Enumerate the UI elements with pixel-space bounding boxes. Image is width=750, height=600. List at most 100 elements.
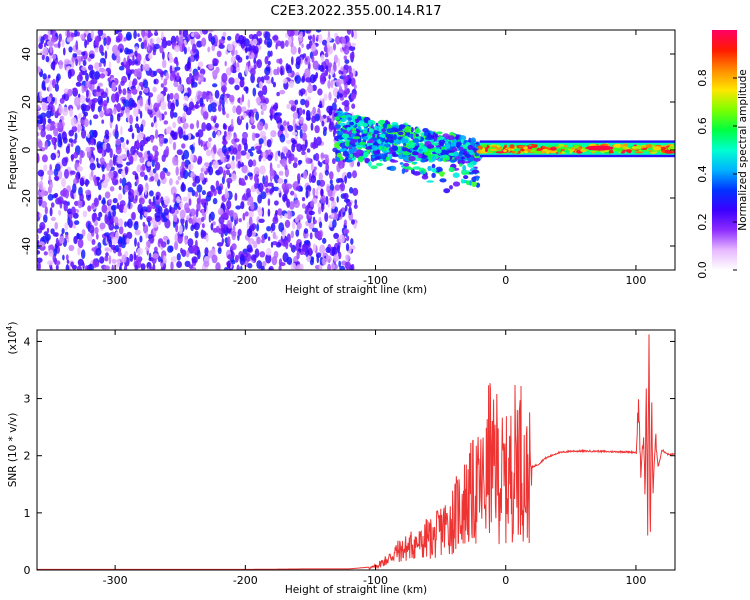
heatmap-cell bbox=[182, 154, 185, 161]
heatmap-cell bbox=[334, 206, 339, 213]
heatmap-cell bbox=[97, 95, 103, 104]
heatmap-cell bbox=[484, 147, 488, 153]
heatmap-cell bbox=[137, 241, 140, 248]
heatmap-cell bbox=[310, 122, 314, 131]
heatmap-cell bbox=[287, 72, 292, 77]
heatmap-cell bbox=[348, 45, 356, 52]
heatmap-cell bbox=[230, 56, 236, 64]
heatmap-cell bbox=[126, 231, 133, 240]
heatmap-cell bbox=[48, 244, 54, 249]
heatmap-cell bbox=[452, 172, 460, 178]
heatmap-cell bbox=[255, 111, 259, 121]
heatmap-cell bbox=[324, 70, 328, 77]
heatmap-cell bbox=[291, 139, 297, 145]
heatmap-cell bbox=[439, 178, 447, 183]
heatmap-cell bbox=[137, 33, 140, 38]
heatmap-cell bbox=[333, 254, 339, 262]
heatmap-cell bbox=[89, 53, 95, 59]
heatmap-cell bbox=[135, 115, 139, 122]
heatmap-cell bbox=[221, 213, 228, 219]
heatmap-cell bbox=[86, 133, 90, 139]
heatmap-cell bbox=[267, 208, 271, 217]
x-tick-label: -200 bbox=[233, 274, 258, 287]
heatmap-cell bbox=[475, 175, 480, 181]
heatmap-cell bbox=[104, 247, 110, 252]
heatmap-cell bbox=[81, 84, 85, 94]
heatmap-cell bbox=[553, 144, 559, 147]
heatmap-cell bbox=[335, 156, 341, 162]
heatmap-cell bbox=[222, 110, 226, 116]
heatmap-cell bbox=[134, 173, 139, 180]
heatmap-cell bbox=[207, 30, 214, 33]
heatmap-cell bbox=[58, 209, 62, 216]
heatmap-cell bbox=[173, 81, 179, 88]
heatmap-cell bbox=[275, 209, 278, 216]
heatmap-cell bbox=[313, 166, 317, 171]
heatmap-cell bbox=[37, 250, 41, 255]
x-tick-label: -100 bbox=[363, 274, 388, 287]
heatmap-y-label: Frequency (Hz) bbox=[7, 110, 19, 189]
heatmap-cell bbox=[259, 251, 266, 258]
heatmap-cell bbox=[65, 145, 70, 154]
heatmap-cell bbox=[431, 167, 437, 173]
heatmap-cell bbox=[291, 143, 295, 153]
heatmap-cell bbox=[86, 264, 91, 270]
heatmap-cell bbox=[374, 140, 378, 146]
heatmap-cell bbox=[72, 183, 77, 194]
heatmap-cell bbox=[305, 189, 309, 199]
heatmap-cell bbox=[495, 151, 505, 154]
heatmap-cell bbox=[215, 180, 220, 188]
heatmap-cell bbox=[308, 222, 315, 230]
heatmap-cell bbox=[152, 86, 157, 93]
heatmap-cell bbox=[37, 104, 41, 110]
heatmap-cell bbox=[139, 171, 145, 178]
heatmap-cell bbox=[294, 99, 299, 105]
heatmap-cell bbox=[159, 170, 166, 180]
heatmap-cell bbox=[179, 209, 186, 220]
heatmap-cell bbox=[122, 141, 126, 149]
heatmap-cell bbox=[264, 175, 269, 184]
heatmap-cell bbox=[220, 222, 225, 229]
heatmap-cell bbox=[184, 202, 190, 213]
heatmap-cell bbox=[346, 30, 352, 35]
heatmap-cell bbox=[226, 154, 231, 160]
heatmap-cell bbox=[240, 106, 247, 113]
heatmap-cell bbox=[52, 62, 56, 71]
heatmap-cell bbox=[190, 135, 195, 140]
heatmap-cell bbox=[300, 88, 306, 95]
heatmap-cell bbox=[81, 229, 86, 237]
heatmap-cell bbox=[42, 73, 47, 80]
heatmap-cell bbox=[264, 66, 271, 76]
heatmap-cell bbox=[204, 202, 207, 212]
heatmap-cell bbox=[114, 49, 121, 57]
heatmap-cell bbox=[259, 165, 266, 175]
heatmap-cell bbox=[123, 99, 127, 108]
heatmap-cell bbox=[256, 59, 263, 69]
heatmap-cell bbox=[269, 167, 275, 177]
heatmap-cell bbox=[101, 204, 108, 214]
heatmap-cell bbox=[385, 156, 390, 162]
heatmap-cell bbox=[117, 193, 123, 201]
heatmap-cell bbox=[101, 51, 105, 56]
heatmap-cell bbox=[144, 185, 147, 196]
heatmap-cell bbox=[238, 34, 245, 45]
heatmap-cell bbox=[43, 164, 48, 172]
heatmap-cell bbox=[165, 145, 169, 156]
heatmap-cell bbox=[173, 214, 178, 223]
spectrogram-panel: -300 -200 -100 0 100 40 20 0 -20 -40 Height of st… bbox=[7, 29, 676, 296]
heatmap-cell bbox=[136, 68, 142, 78]
x-tick-label: 0 bbox=[502, 274, 509, 287]
heatmap-cell bbox=[46, 96, 52, 103]
heatmap-cell bbox=[140, 84, 144, 91]
heatmap-cell bbox=[191, 81, 198, 88]
heatmap-cell bbox=[241, 164, 248, 174]
heatmap-cell bbox=[167, 245, 174, 253]
heatmap-cell bbox=[301, 132, 307, 142]
heatmap-cell bbox=[306, 110, 311, 118]
heatmap-cell bbox=[301, 150, 306, 156]
heatmap-cell bbox=[217, 104, 222, 112]
heatmap-cell bbox=[197, 249, 201, 260]
heatmap-cell bbox=[91, 212, 98, 222]
heatmap-cell bbox=[303, 240, 310, 245]
heatmap-cell bbox=[380, 137, 385, 142]
